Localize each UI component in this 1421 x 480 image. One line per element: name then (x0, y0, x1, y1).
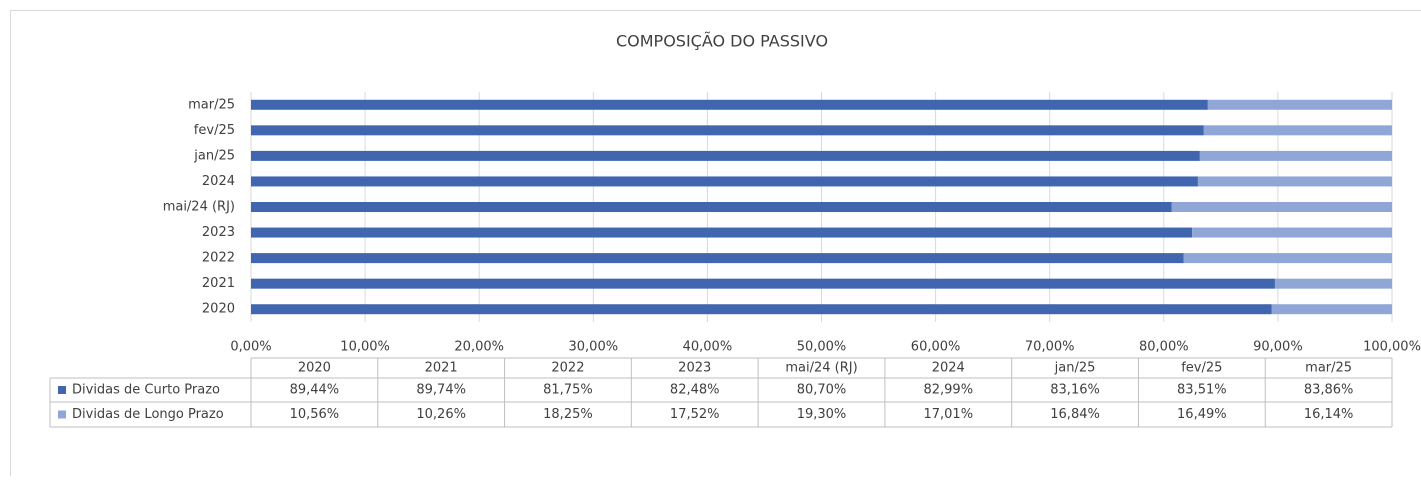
table-cell: 17,52% (670, 407, 720, 422)
table-cell: 16,84% (1050, 407, 1100, 422)
table-cell: 89,74% (416, 383, 466, 398)
bar (1184, 253, 1392, 263)
table-cell: 83,51% (1177, 383, 1227, 398)
table-cell: 83,86% (1304, 383, 1354, 398)
y-tick-label: mai/24 (RJ) (163, 200, 235, 215)
legend-key (58, 411, 66, 419)
table-cell: 16,14% (1304, 407, 1354, 422)
table-header: 2023 (678, 361, 711, 376)
legend-label: Dividas de Curto Prazo (72, 383, 220, 398)
bar (251, 202, 1172, 212)
bar (251, 151, 1200, 161)
table-cell: 17,01% (923, 407, 973, 422)
bar (251, 100, 1208, 110)
x-tick-label: 80,00% (1139, 340, 1189, 355)
table-cell: 10,26% (416, 407, 466, 422)
x-tick-label: 70,00% (1025, 340, 1075, 355)
table-cell: 80,70% (797, 383, 847, 398)
table-cell: 82,99% (923, 383, 973, 398)
x-tick-label: 90,00% (1253, 340, 1303, 355)
x-tick-label: 60,00% (911, 340, 961, 355)
legend-key (58, 386, 66, 394)
x-tick-label: 30,00% (569, 340, 619, 355)
table-header: mai/24 (RJ) (785, 361, 857, 376)
bar (1275, 279, 1392, 289)
y-tick-label: fev/25 (194, 123, 235, 138)
y-tick-label: 2020 (202, 302, 235, 317)
table-header: jan/25 (1054, 361, 1096, 376)
table-header: 2024 (932, 361, 965, 376)
x-tick-label: 40,00% (683, 340, 733, 355)
table-header: 2021 (425, 361, 458, 376)
table-header: fev/25 (1181, 361, 1222, 376)
table-header: 2020 (298, 361, 331, 376)
x-tick-label: 20,00% (454, 340, 504, 355)
x-tick-label: 100,00% (1363, 340, 1421, 355)
y-tick-label: 2023 (202, 225, 235, 240)
bar (1198, 176, 1392, 186)
bar (251, 228, 1192, 238)
table-cell: 10,56% (290, 407, 340, 422)
table-cell: 89,44% (290, 383, 340, 398)
bar (251, 304, 1272, 314)
bar (1172, 202, 1392, 212)
table-cell: 83,16% (1050, 383, 1100, 398)
table-cell: 16,49% (1177, 407, 1227, 422)
legend-label: Dividas de Longo Prazo (72, 407, 224, 422)
table-cell: 82,48% (670, 383, 720, 398)
bar (1204, 125, 1392, 135)
bar (1208, 100, 1392, 110)
x-tick-label: 0,00% (230, 340, 271, 355)
y-tick-label: 2022 (202, 251, 235, 266)
bar (1192, 228, 1392, 238)
bar (251, 253, 1184, 263)
bar (251, 176, 1198, 186)
bar (251, 125, 1204, 135)
y-tick-label: 2021 (202, 276, 235, 291)
y-tick-label: 2024 (202, 174, 235, 189)
x-tick-label: 50,00% (797, 340, 847, 355)
chart-title: COMPOSIÇÃO DO PASSIVO (616, 32, 828, 51)
table-header: mar/25 (1305, 361, 1352, 376)
table-cell: 18,25% (543, 407, 593, 422)
bar (1200, 151, 1392, 161)
table-cell: 19,30% (797, 407, 847, 422)
table-header: 2022 (551, 361, 584, 376)
y-tick-label: jan/25 (193, 148, 235, 163)
table-cell: 81,75% (543, 383, 593, 398)
y-tick-label: mar/25 (188, 97, 235, 112)
bar (1272, 304, 1392, 314)
x-tick-label: 10,00% (340, 340, 390, 355)
bar (251, 279, 1275, 289)
